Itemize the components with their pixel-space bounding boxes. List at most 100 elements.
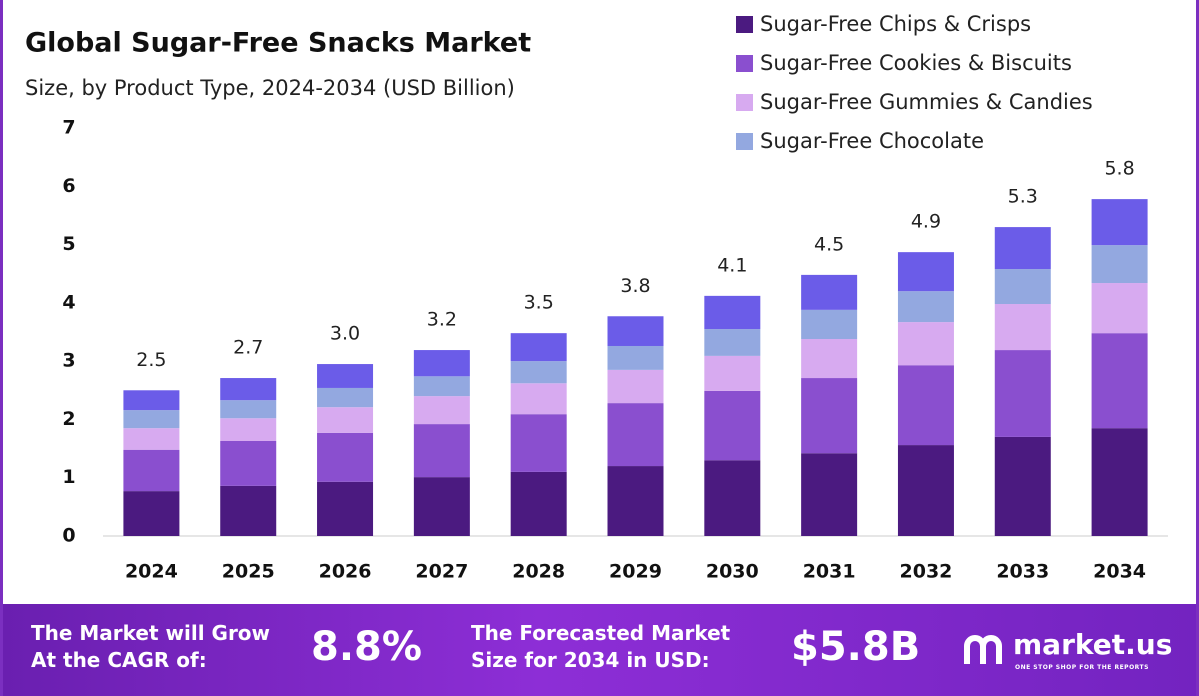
x-tick-label: 2034 bbox=[1093, 561, 1146, 583]
bar-segment bbox=[220, 400, 277, 419]
x-tick-label: 2029 bbox=[609, 561, 662, 583]
bar-segment bbox=[220, 440, 277, 486]
bar-segment bbox=[123, 428, 180, 450]
bar-segment bbox=[607, 466, 664, 536]
y-tick-label: 2 bbox=[62, 408, 75, 430]
bar-segment bbox=[994, 350, 1051, 437]
bar-segment bbox=[317, 407, 374, 433]
bar-segment bbox=[317, 481, 374, 536]
x-tick-label: 2033 bbox=[996, 561, 1049, 583]
brand-tagline: ONE STOP SHOP FOR THE REPORTS bbox=[1015, 664, 1149, 671]
y-tick-label: 7 bbox=[62, 117, 75, 139]
bar-segment bbox=[801, 453, 858, 536]
bar-segment bbox=[801, 338, 858, 379]
bar-segment bbox=[801, 309, 858, 339]
footer-banner: The Market will Grow At the CAGR of: 8.8%… bbox=[3, 604, 1196, 696]
chart: Global Sugar-Free Snacks Market Size, by… bbox=[25, 12, 1168, 583]
bar-segment bbox=[607, 345, 664, 370]
bar-segment bbox=[704, 390, 761, 461]
bar-segment bbox=[220, 418, 277, 441]
cagr-value: 8.8% bbox=[311, 624, 422, 670]
x-tick-label: 2030 bbox=[706, 561, 759, 583]
bar-segment bbox=[317, 387, 374, 408]
total-label: 2.5 bbox=[136, 349, 166, 371]
forecast-text: The Forecasted Market Size for 2034 in US… bbox=[471, 620, 730, 674]
total-label: 2.7 bbox=[233, 337, 263, 359]
cagr-line: The Market will Grow bbox=[31, 621, 271, 645]
legend-label: Sugar-Free Chocolate bbox=[760, 129, 984, 153]
bar-segment bbox=[704, 460, 761, 536]
y-tick-label: 6 bbox=[62, 175, 75, 197]
bar-segment bbox=[1091, 199, 1148, 246]
bar-segment bbox=[413, 424, 470, 478]
bar-segment bbox=[607, 369, 664, 404]
x-tick-label: 2027 bbox=[415, 561, 468, 583]
total-label: 3.5 bbox=[524, 292, 554, 314]
bar-segment bbox=[994, 269, 1051, 305]
bar-segment bbox=[220, 378, 277, 401]
x-tick-label: 2024 bbox=[125, 561, 178, 583]
bar-segment bbox=[123, 410, 180, 429]
bar-segment bbox=[704, 295, 761, 330]
total-label: 4.9 bbox=[911, 211, 941, 233]
y-tick-label: 0 bbox=[62, 525, 75, 547]
forecast-line: Size for 2034 in USD: bbox=[471, 648, 710, 672]
bar-segment bbox=[801, 378, 858, 454]
bar-segment bbox=[510, 414, 567, 472]
total-label: 4.1 bbox=[717, 254, 747, 276]
bar-segment bbox=[1091, 428, 1148, 536]
bar-segment bbox=[704, 329, 761, 356]
bar-segment bbox=[510, 361, 567, 384]
cagr-text: The Market will Grow At the CAGR of: bbox=[31, 620, 270, 674]
legend-label: Sugar-Free Chips & Crisps bbox=[760, 12, 1031, 36]
forecast-line: The Forecasted Market bbox=[471, 621, 731, 645]
total-label: 3.0 bbox=[330, 323, 360, 345]
cagr-line: At the CAGR of: bbox=[31, 648, 207, 672]
bar-segment bbox=[413, 396, 470, 425]
legend-swatch bbox=[736, 16, 753, 33]
bar-segment bbox=[413, 477, 470, 536]
x-tick-label: 2028 bbox=[512, 561, 565, 583]
y-tick-label: 3 bbox=[62, 350, 75, 372]
bar-segment bbox=[317, 364, 374, 388]
y-tick-label: 4 bbox=[62, 291, 75, 313]
bar-segment bbox=[897, 322, 954, 366]
chart-subtitle: Size, by Product Type, 2024-2034 (USD Bi… bbox=[25, 76, 515, 100]
bar-segment bbox=[607, 403, 664, 467]
x-tick-label: 2026 bbox=[319, 561, 372, 583]
bar-segment bbox=[897, 365, 954, 446]
total-label: 3.8 bbox=[620, 275, 650, 297]
x-tick-label: 2031 bbox=[803, 561, 856, 583]
legend-label: Sugar-Free Gummies & Candies bbox=[760, 90, 1093, 114]
bar-segment bbox=[1091, 333, 1148, 429]
brand-name: market.us bbox=[1013, 628, 1173, 661]
forecast-value: $5.8B bbox=[791, 624, 921, 670]
bar-segment bbox=[801, 274, 858, 310]
legend-swatch bbox=[736, 55, 753, 72]
bar-segment bbox=[413, 376, 470, 397]
total-label: 5.3 bbox=[1008, 186, 1038, 208]
bar-segment bbox=[897, 445, 954, 536]
legend-swatch bbox=[736, 94, 753, 111]
bar-segment bbox=[607, 316, 664, 346]
y-tick-label: 1 bbox=[62, 466, 75, 488]
legend-swatch bbox=[736, 133, 753, 150]
bar-segment bbox=[897, 291, 954, 323]
bar-segment bbox=[704, 355, 761, 391]
bar-segment bbox=[994, 227, 1051, 270]
total-label: 4.5 bbox=[814, 233, 844, 255]
legend-label: Sugar-Free Cookies & Biscuits bbox=[760, 51, 1072, 75]
x-tick-label: 2032 bbox=[900, 561, 953, 583]
bar-segment bbox=[510, 471, 567, 536]
bar-segment bbox=[994, 304, 1051, 351]
bar-segment bbox=[1091, 283, 1148, 334]
bar-segment bbox=[510, 383, 567, 415]
bar-segment bbox=[1091, 245, 1148, 284]
bar-segment bbox=[897, 252, 954, 292]
y-tick-label: 5 bbox=[62, 233, 75, 255]
bar-segment bbox=[123, 390, 180, 411]
total-label: 3.2 bbox=[427, 309, 457, 331]
bar-segment bbox=[123, 449, 180, 492]
x-tick-label: 2025 bbox=[222, 561, 275, 583]
